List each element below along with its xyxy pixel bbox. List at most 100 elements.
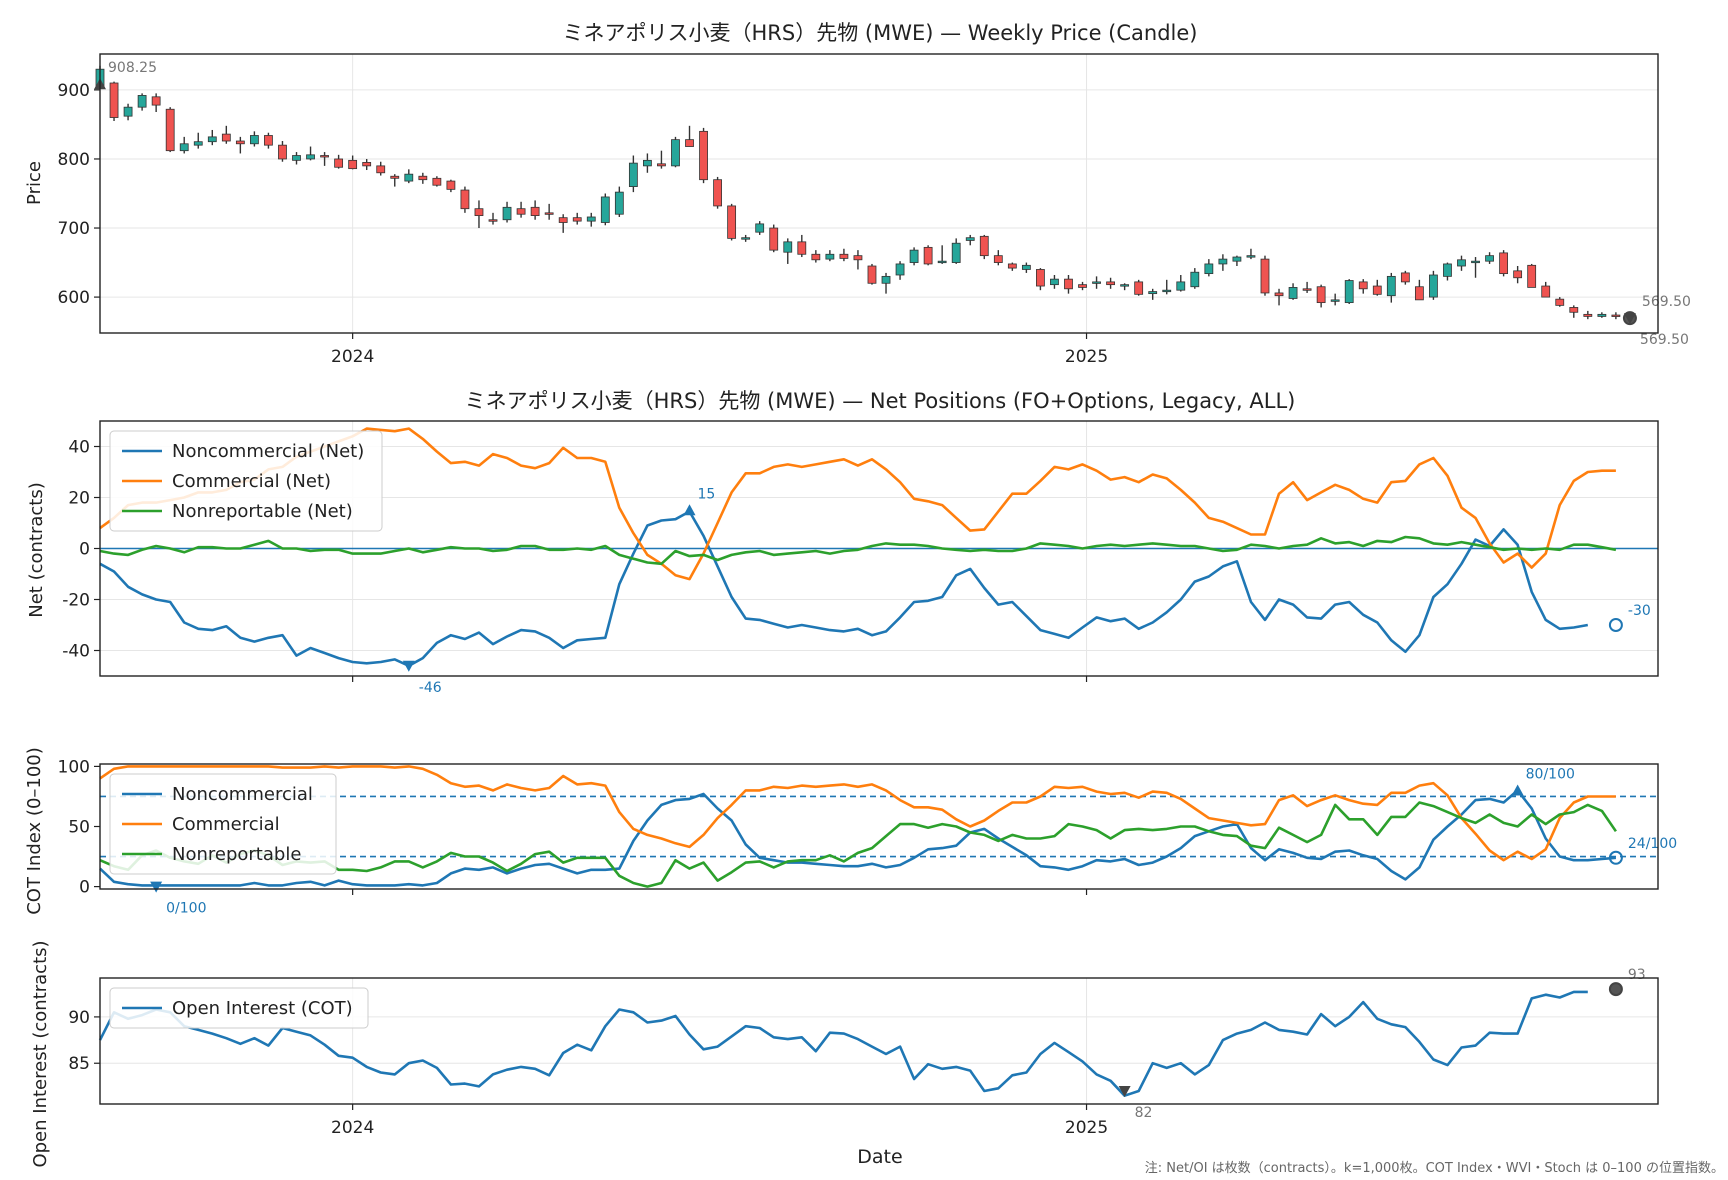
annotation-label: 93 (1628, 967, 1646, 983)
annotation-label: 908.25 (108, 60, 157, 76)
candle-body (643, 159, 652, 167)
annotation-label: -30 (1628, 603, 1651, 619)
oi-x-ticks: 2024 2025 (331, 1104, 1108, 1138)
candle-body (1471, 260, 1480, 264)
candle-body (853, 255, 863, 261)
net-legend: Noncommercial (Net) Commercial (Net) Nonre… (109, 430, 383, 532)
candle-body (1218, 258, 1228, 265)
candle-body (1036, 269, 1045, 287)
price-annotations: 908.25 569.50 569.50 (94, 60, 1691, 348)
series-line (99, 535, 1617, 566)
candle-body (909, 249, 919, 263)
legend-label: Open Interest (COT) (172, 998, 353, 1019)
oi-legend: Open Interest (COT) (109, 987, 369, 1029)
candle-body (488, 219, 498, 222)
price-grid (100, 54, 1658, 333)
max-marker (683, 504, 696, 516)
candle-body (685, 139, 694, 147)
candle-body (783, 241, 793, 253)
legend-label: Nonreportable (Net) (172, 501, 353, 522)
candle-body (221, 133, 231, 142)
y-tick-label: 20 (68, 489, 90, 509)
max-marker (1511, 784, 1524, 796)
candle-body (446, 180, 456, 190)
annotation-label: 80/100 (1526, 766, 1575, 782)
candle-body (1499, 252, 1509, 275)
price-panel: ミネアポリス小麦（HRS）先物 (MWE) — Weekly Price (Ca… (24, 21, 1691, 367)
legend-label: Nonreportable (172, 844, 301, 865)
candle-body (797, 241, 807, 255)
net-plot-frame (99, 420, 1659, 677)
candle-body (1120, 284, 1130, 287)
candle-body (965, 237, 975, 241)
candle-body (657, 163, 666, 167)
candle-body (586, 216, 596, 222)
y-tick-label: 0 (79, 540, 90, 560)
candle-body (179, 143, 189, 152)
net-annotations: 15 -46 -30 (402, 486, 1651, 696)
candle-body (1078, 284, 1087, 288)
candle-body (993, 255, 1003, 263)
y-tick-label: 0 (79, 878, 90, 898)
candle-body (1190, 271, 1200, 288)
price-chart-title: ミネアポリス小麦（HRS）先物 (MWE) — Weekly Price (Ca… (563, 21, 1198, 45)
cot-index-panel: 80/100 0/100 24/100 0 50 100 Noncommercial Co… (24, 747, 1677, 916)
candle-body (1485, 255, 1494, 262)
last-marker (1608, 850, 1623, 865)
annotation-label: 82 (1135, 1105, 1153, 1121)
candle-body (628, 162, 638, 187)
legend-box (109, 987, 369, 1029)
cot-annotations: 80/100 0/100 24/100 (150, 766, 1677, 917)
footnote: 注: Net/OI は枚数（contracts）。k=1,000枚。COT In… (1145, 1161, 1724, 1176)
candle-body (1457, 259, 1466, 267)
candle-body (123, 106, 133, 117)
candle-body (404, 173, 414, 182)
oi-y-axis-label: Open Interest (contracts) (30, 940, 51, 1167)
candle-body (951, 242, 961, 263)
candle-body (516, 208, 526, 215)
candle-body (600, 196, 610, 223)
net-x-ticks (352, 676, 1088, 682)
candle-body (1246, 255, 1256, 258)
annotation-label: -46 (419, 680, 442, 696)
series-line (99, 765, 1616, 862)
candle-body (1372, 285, 1382, 295)
x-tick-label: 2024 (331, 347, 374, 367)
candle-body (1134, 281, 1144, 295)
cot-y-axis-label: COT Index (0–100) (24, 747, 45, 915)
candle-body (1597, 313, 1607, 317)
candle-body (1555, 298, 1565, 306)
candle-body (614, 191, 624, 215)
candle-body (1092, 281, 1101, 284)
candle-body (137, 95, 147, 108)
annotation-label: 15 (698, 486, 716, 502)
open-interest-panel: 82 93 85 90 2024 2025 Open Interest (COT) O… (30, 940, 1659, 1168)
candle-body (811, 253, 821, 261)
candle-body (1274, 292, 1284, 297)
candle-body (755, 223, 765, 233)
candle-body (502, 206, 512, 221)
min-marker (150, 881, 163, 893)
candle-body (825, 253, 835, 260)
series-line (99, 510, 1589, 668)
candle-body (193, 141, 203, 146)
y-tick-label: 900 (58, 81, 90, 101)
x-axis-label: Date (857, 1146, 902, 1168)
candle-body (699, 130, 708, 181)
legend-box (109, 773, 337, 875)
y-tick-label: -40 (62, 642, 90, 662)
candle-body (278, 144, 287, 160)
cot-plot-frame (99, 763, 1659, 890)
candle-body (1344, 280, 1354, 304)
candle-body (1260, 258, 1270, 294)
y-tick-label: 700 (58, 219, 90, 239)
candle-body (109, 82, 119, 118)
cot-legend: Noncommercial Commercial Nonreportable (109, 773, 337, 875)
price-y-ticks: 600 700 800 900 (58, 81, 100, 308)
annotation-label: 569.50 (1640, 332, 1689, 348)
candle-body (923, 246, 933, 265)
candle-body (207, 136, 217, 143)
last-marker (1608, 982, 1623, 997)
legend-label: Noncommercial (Net) (172, 441, 364, 462)
candle-body (1611, 314, 1621, 317)
